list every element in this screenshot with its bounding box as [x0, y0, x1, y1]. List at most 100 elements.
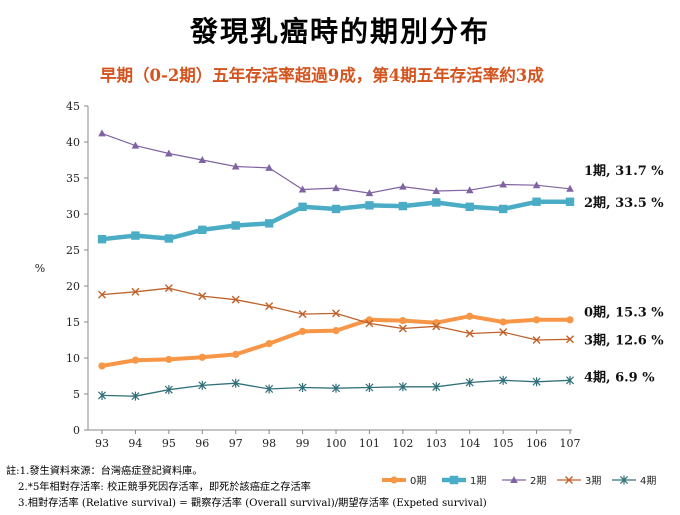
data-point [298, 202, 307, 211]
chart-series [97, 129, 575, 401]
x-tick-label: 100 [326, 437, 347, 450]
legend-swatch-marker [390, 476, 398, 484]
series-end-label: 0期, 15.3 % [584, 306, 664, 321]
data-point [97, 390, 107, 400]
data-point [432, 382, 441, 392]
chart-title: 發現乳癌時的期別分布 [189, 15, 490, 48]
data-point [432, 319, 440, 327]
data-point [399, 316, 407, 325]
data-point [532, 377, 541, 387]
series-3 [98, 284, 574, 344]
series-end-label: 2期, 33.5 % [584, 196, 664, 211]
data-point [232, 350, 240, 358]
legend-label: 3期 [585, 475, 601, 487]
data-point [131, 231, 140, 240]
data-point [365, 383, 374, 393]
data-point [131, 391, 140, 401]
x-tick-label: 105 [493, 437, 514, 450]
data-point [465, 202, 474, 211]
x-tick-label: 99 [296, 437, 310, 450]
y-tick-label: 0 [73, 424, 80, 437]
data-point [164, 284, 173, 293]
x-tick-label: 98 [262, 437, 276, 450]
y-tick-label: 20 [66, 280, 80, 293]
data-point [466, 312, 474, 320]
y-tick-label: 40 [66, 136, 80, 149]
data-point [398, 324, 407, 333]
footnotes: 註:1.發生資料來源：台灣癌症登記資料庫。 2.*5年相對存活率: 校正競爭死因… [6, 464, 487, 512]
data-point [532, 316, 541, 324]
data-point [98, 290, 106, 299]
data-point [265, 163, 273, 171]
x-tick-label: 107 [560, 437, 581, 450]
data-point [265, 302, 274, 311]
data-point [97, 235, 107, 244]
y-axis-label: % [35, 262, 45, 275]
data-point [332, 327, 340, 335]
data-point [398, 201, 408, 211]
data-point [332, 184, 340, 192]
data-point [165, 149, 173, 157]
data-point [98, 362, 106, 370]
data-point [465, 329, 474, 338]
data-point [432, 186, 441, 194]
legend-swatch-marker [449, 475, 459, 485]
data-point [398, 382, 407, 392]
data-point [265, 340, 273, 348]
x-tick-label: 95 [162, 437, 176, 450]
data-point [532, 336, 541, 344]
data-point [532, 197, 541, 206]
data-point [198, 225, 207, 235]
data-point [198, 353, 206, 361]
data-point [432, 322, 441, 331]
data-point [566, 316, 574, 324]
data-point [198, 292, 207, 301]
series-0 [98, 312, 574, 370]
data-point [264, 219, 274, 228]
data-point [198, 380, 207, 390]
y-tick-label: 30 [66, 208, 80, 221]
series-2 [98, 129, 574, 197]
x-tick-label: 97 [229, 437, 243, 450]
footnote-1: 註:1.發生資料來源：台灣癌症登記資料庫。 [6, 466, 203, 477]
y-tick-label: 35 [66, 172, 80, 185]
x-tick-label: 94 [128, 437, 142, 450]
data-point [432, 198, 441, 207]
data-point [131, 141, 140, 149]
series-end-label: 4期, 6.9 % [584, 370, 655, 385]
y-tick-label: 15 [66, 316, 80, 329]
data-point [231, 378, 240, 388]
x-tick-label: 101 [359, 437, 380, 450]
legend-swatch-marker [510, 476, 518, 483]
data-point [499, 375, 508, 385]
data-point [231, 295, 240, 304]
x-tick-label: 106 [526, 437, 547, 450]
data-point [465, 186, 474, 194]
data-point [365, 201, 374, 210]
data-point [532, 181, 541, 189]
legend-label: 1期 [470, 475, 486, 487]
series-1 [97, 197, 575, 244]
legend-label: 2期 [530, 475, 546, 487]
data-point [565, 375, 575, 385]
data-point [298, 383, 307, 393]
series-4 [97, 375, 575, 401]
data-point [499, 180, 507, 188]
footnote-3: 3.相對存活率 (Relative survival) = 觀察存活率 (Ove… [18, 498, 487, 509]
data-point [164, 385, 173, 395]
series-end-label: 3期, 12.6 % [584, 334, 664, 349]
data-point [332, 309, 340, 318]
chart-annotations: 1期, 31.7 % 2期, 33.5 % 0期, 15.3 % 3期, 12.6 %… [584, 164, 664, 386]
data-point [566, 335, 574, 344]
data-point [265, 384, 274, 394]
x-tick-label: 96 [195, 437, 209, 450]
x-tick-label: 103 [426, 437, 447, 450]
chart-legend: 0期 1期 2期 3期 4期 [382, 475, 656, 487]
data-point [231, 162, 240, 170]
data-point [365, 319, 374, 328]
data-point [399, 182, 407, 190]
data-point [365, 189, 374, 197]
chart-subtitle: 早期（0-2期）五年存活率超過9成，第4期五年存活率約3成 [100, 66, 544, 85]
